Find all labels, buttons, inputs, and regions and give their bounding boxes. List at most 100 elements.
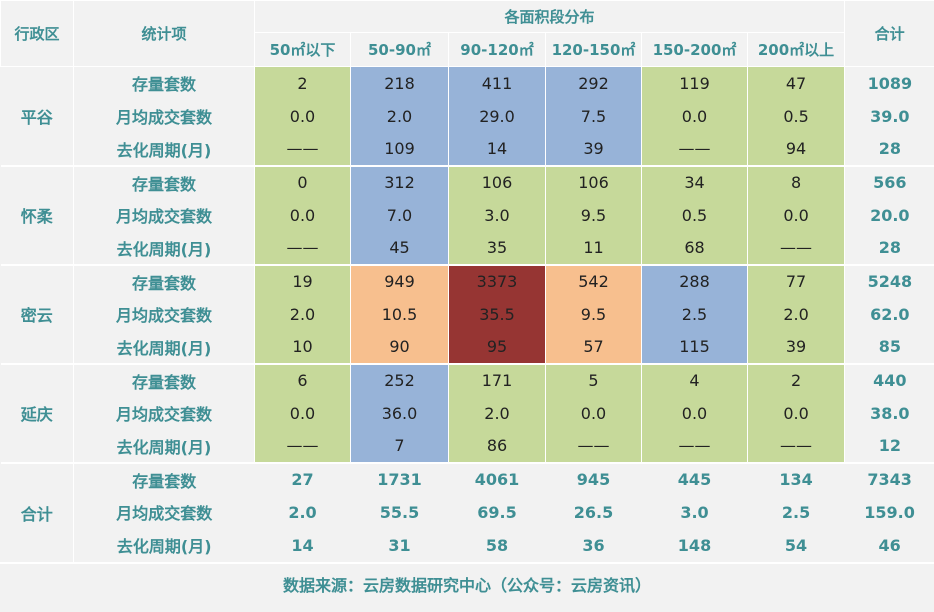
data-cell: 94 xyxy=(748,133,845,166)
stat-label: 存量套数 xyxy=(74,67,255,100)
data-cell: 10 xyxy=(255,331,351,364)
data-cell: 35.5 xyxy=(449,298,546,331)
data-cell: 10.5 xyxy=(351,298,449,331)
data-cell: 39 xyxy=(748,331,845,364)
data-cell: 288 xyxy=(642,265,748,298)
data-cell: 6 xyxy=(255,364,351,397)
data-cell: —— xyxy=(748,232,845,265)
summary-name: 合计 xyxy=(1,463,74,562)
summary-total: 46 xyxy=(845,529,934,562)
summary-cell: 58 xyxy=(449,529,546,562)
data-cell: 14 xyxy=(449,133,546,166)
data-cell: 9.5 xyxy=(546,199,642,232)
summary-cell: 445 xyxy=(642,463,748,496)
header-band-1: 50-90㎡ xyxy=(351,33,449,67)
summary-cell: 148 xyxy=(642,529,748,562)
data-cell: 949 xyxy=(351,265,449,298)
data-cell: 106 xyxy=(546,166,642,199)
data-cell: —— xyxy=(748,430,845,463)
row-total: 28 xyxy=(845,232,934,265)
data-cell: —— xyxy=(255,133,351,166)
summary-cell: 1731 xyxy=(351,463,449,496)
data-cell: 9.5 xyxy=(546,298,642,331)
summary-cell: 945 xyxy=(546,463,642,496)
stat-label: 月均成交套数 xyxy=(74,199,255,232)
summary-cell: 54 xyxy=(748,529,845,562)
data-cell: 115 xyxy=(642,331,748,364)
data-cell: 4 xyxy=(642,364,748,397)
stat-label: 存量套数 xyxy=(74,166,255,199)
row-total: 20.0 xyxy=(845,199,934,232)
summary-cell: 31 xyxy=(351,529,449,562)
data-cell: —— xyxy=(255,232,351,265)
stat-label: 去化周期(月) xyxy=(74,430,255,463)
header-band-0: 50㎡以下 xyxy=(255,33,351,67)
data-cell: —— xyxy=(546,430,642,463)
stat-label: 存量套数 xyxy=(74,265,255,298)
data-cell: 0.5 xyxy=(642,199,748,232)
summary-cell: 55.5 xyxy=(351,496,449,529)
data-cell: 312 xyxy=(351,166,449,199)
data-cell: 57 xyxy=(546,331,642,364)
data-cell: 2.0 xyxy=(351,100,449,133)
data-cell: 0.0 xyxy=(642,100,748,133)
row-total: 62.0 xyxy=(845,298,934,331)
data-cell: 2 xyxy=(255,67,351,100)
data-cell: 0.0 xyxy=(255,397,351,430)
header-district: 行政区 xyxy=(1,1,74,67)
summary-cell: 3.0 xyxy=(642,496,748,529)
data-cell: 171 xyxy=(449,364,546,397)
row-total: 1089 xyxy=(845,67,934,100)
data-cell: 7.0 xyxy=(351,199,449,232)
district-name: 怀柔 xyxy=(1,166,74,265)
data-cell: 47 xyxy=(748,67,845,100)
data-cell: 77 xyxy=(748,265,845,298)
district-name: 延庆 xyxy=(1,364,74,463)
data-cell: 0.0 xyxy=(546,397,642,430)
data-cell: 2.0 xyxy=(748,298,845,331)
row-total: 12 xyxy=(845,430,934,463)
data-cell: 109 xyxy=(351,133,449,166)
stat-label: 存量套数 xyxy=(74,463,255,496)
data-cell: 0.0 xyxy=(748,199,845,232)
data-cell: 35 xyxy=(449,232,546,265)
stat-label: 去化周期(月) xyxy=(74,133,255,166)
row-total: 85 xyxy=(845,331,934,364)
data-cell: 0.5 xyxy=(748,100,845,133)
row-total: 440 xyxy=(845,364,934,397)
summary-cell: 2.0 xyxy=(255,496,351,529)
data-cell: —— xyxy=(255,430,351,463)
district-name: 平谷 xyxy=(1,67,74,166)
summary-cell: 69.5 xyxy=(449,496,546,529)
data-cell: 218 xyxy=(351,67,449,100)
summary-cell: 4061 xyxy=(449,463,546,496)
data-cell: 7.5 xyxy=(546,100,642,133)
data-cell: 2.0 xyxy=(449,397,546,430)
data-cell: 2 xyxy=(748,364,845,397)
header-total: 合计 xyxy=(845,1,934,67)
data-cell: 7 xyxy=(351,430,449,463)
row-total: 28 xyxy=(845,133,934,166)
header-band-2: 90-120㎡ xyxy=(449,33,546,67)
data-cell: 106 xyxy=(449,166,546,199)
data-cell: 86 xyxy=(449,430,546,463)
data-cell: 0.0 xyxy=(748,397,845,430)
header-stat-item: 统计项 xyxy=(74,1,255,67)
data-cell: 19 xyxy=(255,265,351,298)
data-cell: —— xyxy=(642,133,748,166)
summary-cell: 26.5 xyxy=(546,496,642,529)
data-source-footer: 数据来源：云房数据研究中心（公众号：云房资讯） xyxy=(0,562,934,612)
data-cell: 68 xyxy=(642,232,748,265)
data-cell: 411 xyxy=(449,67,546,100)
